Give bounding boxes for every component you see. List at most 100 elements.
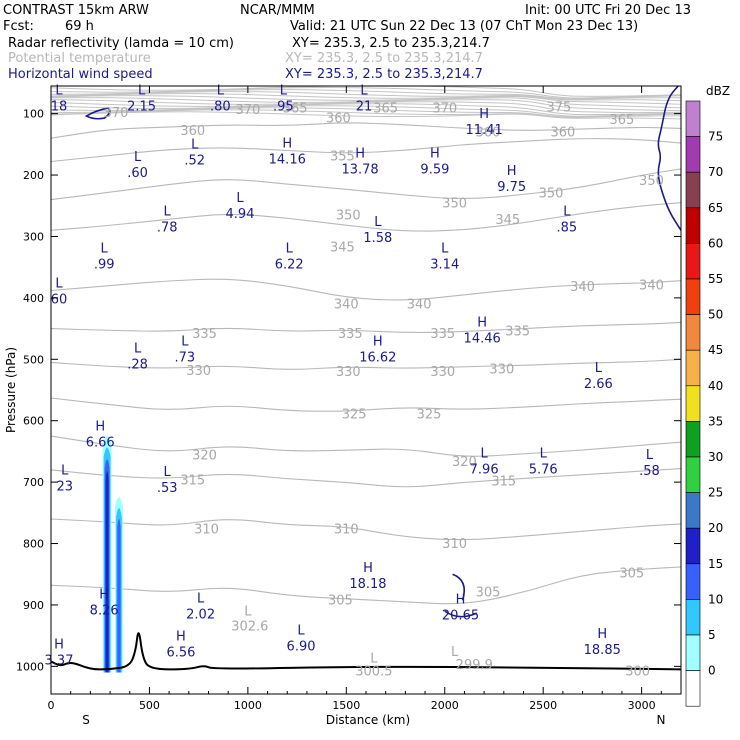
colorbar-tick-label: 75 xyxy=(708,130,723,144)
theta-contour-label: 370 xyxy=(432,102,457,117)
theta-contour-label: 335 xyxy=(505,325,530,340)
colorbar-swatch xyxy=(685,314,701,351)
y-tick-label: 300 xyxy=(23,230,44,243)
isentrope-330 xyxy=(51,358,681,370)
theta-contour-label: 365 xyxy=(283,102,308,117)
wind-extremum-symbol: L xyxy=(181,335,189,350)
theta-extremum-symbol: L xyxy=(451,645,459,660)
wind-extremum-value: 13.78 xyxy=(341,163,378,178)
theta-extremum-symbol: L xyxy=(244,605,252,620)
wind-extremum-symbol: L xyxy=(134,341,142,356)
theta-contour-label: 310 xyxy=(442,537,467,552)
isentrope-315 xyxy=(51,468,681,488)
wind-extremum-value: .58 xyxy=(639,464,660,479)
plot-area: 370 370 365 360 365 370 375 365 360 360 360 355 350 3… xyxy=(45,83,682,695)
y-tick-label: 400 xyxy=(23,292,44,305)
colorbar-tick-label: 25 xyxy=(708,486,723,500)
theta-contour-label: 350 xyxy=(442,196,467,211)
theta-contour-label: 310 xyxy=(194,522,219,537)
theta-contour-label: 315 xyxy=(491,475,516,490)
wind-extremum-symbol: L xyxy=(280,83,288,98)
wind-extremum-symbol: H xyxy=(282,136,292,151)
isentrope-305 xyxy=(51,566,681,605)
wind-extremum-symbol: L xyxy=(646,448,654,463)
wind-extremum-value: 18 xyxy=(51,99,68,114)
theta-contour-label: 340 xyxy=(407,298,432,313)
wind-extremum-symbol: L xyxy=(236,191,244,206)
theta-contour-label: 370 xyxy=(104,106,129,121)
theta-contour-label: 302.6 xyxy=(231,619,268,634)
theta-contour-label: 335 xyxy=(430,327,455,342)
wind-extremum-symbol: H xyxy=(479,107,489,122)
theta-contour-label: 325 xyxy=(342,408,367,423)
x-tick-label: 1500 xyxy=(332,699,360,712)
wind-extremum-value: .80 xyxy=(210,99,231,114)
wind-closed-contour xyxy=(444,573,478,618)
isentrope-325 xyxy=(51,397,681,412)
colorbar-swatch xyxy=(685,527,701,565)
theta-contour-label: 335 xyxy=(192,327,217,342)
colorbar-swatch xyxy=(685,349,701,387)
theta-contour-label: 335 xyxy=(338,327,363,342)
theta-contour-label: 305 xyxy=(328,594,353,609)
wind-extremum-symbol: L xyxy=(217,83,225,98)
wind-extremum-value: 18.85 xyxy=(584,643,621,658)
theta-contour-label: 340 xyxy=(334,298,359,313)
wind-extremum-symbol: H xyxy=(597,627,607,642)
wind-extremum-symbol: L xyxy=(360,83,368,98)
colorbar-tick-label: 50 xyxy=(708,308,723,322)
wind-extremum-value: .78 xyxy=(157,220,178,235)
wind-extremum-symbol: L xyxy=(55,83,63,98)
reflectivity-columns xyxy=(102,435,123,673)
wind-contour-20 xyxy=(657,86,681,231)
wind-extremum-value: 21 xyxy=(356,99,373,114)
colorbar-tick-label: 55 xyxy=(708,272,723,286)
wind-extremum-value: 18.18 xyxy=(349,577,386,592)
wind-extremum-value: 6.56 xyxy=(166,645,195,660)
wind-extremum-value: 8.26 xyxy=(90,604,119,619)
wind-extremum-symbol: H xyxy=(456,593,466,608)
isentrope-320 xyxy=(51,435,681,457)
wind-extremum-symbol: L xyxy=(563,204,571,219)
forecast-label: Fcst: xyxy=(3,19,34,34)
theta-contour-label: 305 xyxy=(476,586,501,601)
theta-contour-label: 310 xyxy=(334,522,359,537)
wind-extremum-value: .99 xyxy=(94,257,115,272)
wind-extremum-value: 11.41 xyxy=(466,123,503,138)
x-tick-label: 3000 xyxy=(628,699,656,712)
wind-extremum-symbol: L xyxy=(61,464,69,479)
theta-contour-label: 345 xyxy=(495,213,520,228)
field-xy-theta: XY= 235.3, 2.5 to 235.3,214.7 xyxy=(285,51,483,66)
left-endpoint-label: S xyxy=(82,713,90,727)
colorbar-tick-label: 35 xyxy=(708,414,723,428)
wind-speed-contours xyxy=(84,86,681,618)
colorbar-swatch xyxy=(685,634,701,671)
wind-extremum-symbol: L xyxy=(374,215,382,230)
x-tick-label: 2500 xyxy=(529,699,557,712)
theta-contour-label: 305 xyxy=(619,567,644,582)
wind-extremum-symbol: L xyxy=(138,83,146,98)
isentrope-335 xyxy=(51,321,681,334)
theta-contour-label: 330 xyxy=(186,364,211,379)
isentrope-360 xyxy=(51,122,681,139)
theta-contour-labels: 370 370 365 360 365 370 375 365 360 360 360 355 350 3… xyxy=(104,100,664,679)
y-tick-label: 100 xyxy=(23,108,44,121)
colorbar-swatch xyxy=(685,563,701,600)
theta-contour-label: 340 xyxy=(639,279,664,294)
wind-closed-contour xyxy=(84,107,111,120)
colorbar-tick-label: 40 xyxy=(708,379,723,393)
theta-contour-label: 365 xyxy=(373,102,398,117)
colorbar-tick-label: 65 xyxy=(708,201,723,215)
wind-extremum-value: 2.15 xyxy=(127,99,156,114)
isentrope-340 xyxy=(51,278,681,301)
theta-contour-label: 350 xyxy=(639,174,664,189)
wind-extremum-symbol: L xyxy=(191,137,199,152)
terrain-profile xyxy=(51,632,681,671)
colorbar-swatch xyxy=(685,243,701,280)
theta-contour-label: 330 xyxy=(336,365,361,380)
colorbar-swatch xyxy=(685,136,701,173)
wind-extremum-value: 3.14 xyxy=(430,257,459,272)
wind-extremum-value: .73 xyxy=(175,351,196,366)
wind-extremum-value: 4.94 xyxy=(226,207,255,222)
model-label: CONTRAST 15km ARW xyxy=(3,3,149,18)
